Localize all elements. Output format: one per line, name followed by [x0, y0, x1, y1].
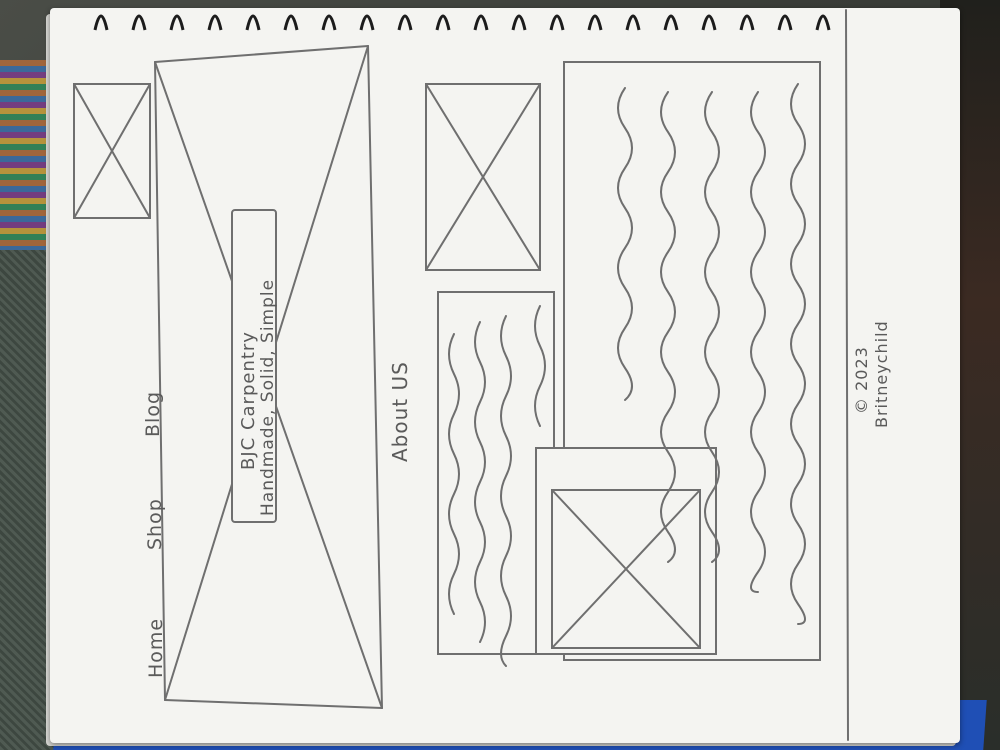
- spiral-binding: [93, 14, 831, 31]
- about-text-block-large: [563, 61, 821, 661]
- about-image-2-placeholder-icon: [551, 489, 701, 649]
- hero-tagline: Handmade, Solid, Simple: [258, 278, 278, 516]
- hero-text-box: [231, 209, 277, 523]
- logo-placeholder-icon: [73, 83, 151, 219]
- hero-title: BJC Carpentry: [238, 331, 259, 470]
- footer-copyright: © 2023: [852, 346, 871, 414]
- sketch-page: [50, 8, 960, 743]
- nav-shop-link[interactable]: Shop: [144, 498, 166, 550]
- about-image-1-placeholder-icon: [425, 83, 541, 271]
- footer-divider: [845, 9, 849, 741]
- nav-home-link[interactable]: Home: [145, 617, 167, 678]
- placeholder-text-lines: [448, 83, 806, 667]
- footer-author: Britneychild: [872, 320, 891, 428]
- about-heading: About US: [388, 361, 412, 462]
- nav-blog-link[interactable]: Blog: [142, 391, 164, 437]
- about-image-2-frame: [535, 447, 717, 655]
- nav-divider: [154, 61, 166, 701]
